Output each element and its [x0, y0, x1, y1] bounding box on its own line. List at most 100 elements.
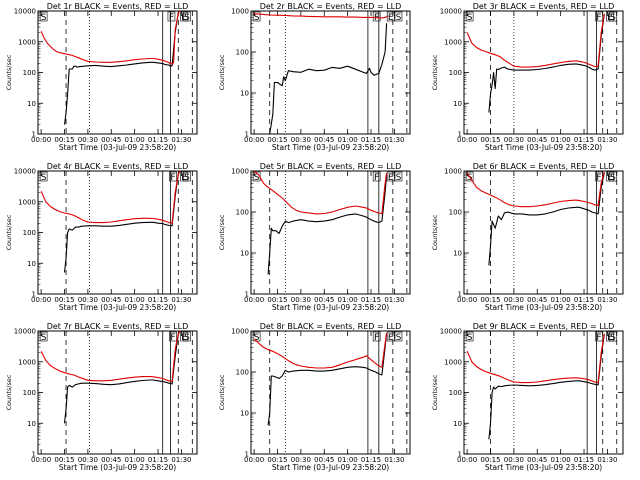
marker-label-2: F — [170, 173, 175, 183]
marker-S-4: S — [183, 171, 191, 183]
xtick-label-3: 00:30 — [291, 456, 311, 464]
chart-title: Det 7r BLACK = Events, RED = LLD — [47, 322, 189, 331]
ytick-label-2: 10 — [240, 410, 249, 418]
series-lld-line — [40, 171, 181, 224]
ytick-label-1: 1 — [32, 451, 36, 459]
xtick-label-7: 01:30 — [384, 296, 404, 304]
marker-label-4: S — [184, 13, 190, 23]
ytick-label-4: 1000 — [444, 38, 462, 46]
marker-F-2: F — [167, 11, 176, 23]
ytick-label-2: 10 — [453, 250, 462, 258]
event-lines — [269, 331, 408, 454]
series-group — [466, 13, 605, 113]
marker-label-4: S — [184, 333, 190, 343]
ytick-label-3: 100 — [23, 69, 36, 77]
series-events-line — [267, 332, 388, 426]
xtick-label-3: 00:30 — [504, 456, 524, 464]
chart-background — [0, 160, 213, 320]
plot-frame — [250, 10, 411, 135]
xtick-label-3: 00:30 — [78, 296, 98, 304]
marker-label-1: S — [41, 173, 47, 183]
marker-S-4: S — [609, 171, 617, 183]
chart-background — [426, 160, 639, 320]
x-axis-label: Start Time (03-Jul-09 23:58:20) — [59, 143, 176, 152]
series-events-line — [488, 13, 605, 113]
ytick-label-3: 100 — [23, 389, 36, 397]
ytick-label-3: 100 — [449, 69, 462, 77]
series-events-line — [488, 333, 605, 440]
ytick-label-2: 10 — [453, 100, 462, 108]
marker-label-4: S — [396, 173, 402, 183]
marker-label-3: E — [181, 173, 187, 183]
xtick-label-1: 00:00 — [457, 296, 477, 304]
chart-title: Det 8r BLACK = Events, RED = LLD — [260, 322, 402, 331]
marker-label-4: S — [610, 333, 616, 343]
y-axis-label: Counts/sec — [431, 214, 439, 250]
xtick-label-6: 01:15 — [361, 296, 381, 304]
ytick-label-3: 100 — [449, 389, 462, 397]
marker-S-4: S — [394, 331, 403, 343]
marker-label-4: S — [396, 333, 402, 343]
marker-label-4: S — [396, 13, 402, 23]
xtick-label-5: 01:00 — [125, 456, 145, 464]
marker-label-1: S — [254, 333, 260, 343]
y-axis-label: Counts/sec — [218, 54, 226, 90]
xtick-label-6: 01:15 — [574, 456, 594, 464]
xtick-label-3: 00:30 — [291, 296, 311, 304]
ytick-label-4: 1000 — [18, 198, 36, 206]
xtick-label-4: 00:45 — [101, 456, 121, 464]
ytick-label-2: 10 — [240, 90, 249, 98]
x-axis-label: Start Time (03-Jul-09 23:58:20) — [272, 303, 389, 312]
xtick-label-2: 00:15 — [267, 456, 287, 464]
series-lld-line — [40, 331, 181, 382]
plot-frame — [463, 170, 624, 295]
xtick-label-3: 00:30 — [291, 136, 311, 144]
chart-title: Det 6r BLACK = Events, RED = LLD — [473, 162, 615, 171]
ytick-label-5: 10000 — [440, 8, 462, 16]
series-lld-line — [466, 171, 605, 208]
xtick-label-6: 01:15 — [574, 296, 594, 304]
marker-label-1: S — [41, 333, 47, 343]
xtick-label-7: 01:30 — [384, 136, 404, 144]
series-group — [40, 11, 181, 125]
marker-F-2: F — [595, 331, 603, 343]
ytick-label-4: 1000 — [444, 168, 462, 176]
x-axis-label: Start Time (03-Jul-09 23:58:20) — [485, 303, 602, 312]
series-lld-line — [466, 13, 605, 68]
xtick-label-1: 00:00 — [244, 296, 264, 304]
xtick-label-7: 01:30 — [171, 456, 191, 464]
ytick-label-1: 1 — [245, 291, 249, 299]
xtick-label-6: 01:15 — [361, 456, 381, 464]
marker-label-3: E — [181, 333, 187, 343]
marker-F-2: F — [372, 171, 381, 183]
y-axis-label: Counts/sec — [218, 214, 226, 250]
marker-label-1: S — [41, 13, 47, 23]
ytick-label-3: 100 — [23, 229, 36, 237]
xtick-label-5: 01:00 — [125, 136, 145, 144]
series-lld-line — [253, 332, 388, 369]
marker-label-3: E — [388, 173, 394, 183]
ytick-label-1: 1 — [458, 451, 462, 459]
marker-S-4: S — [183, 11, 191, 23]
xtick-label-3: 00:30 — [504, 296, 524, 304]
ytick-label-2: 10 — [27, 420, 36, 428]
series-events-line — [63, 331, 181, 424]
chart-title: Det 3r BLACK = Events, RED = LLD — [473, 2, 615, 11]
ytick-label-4: 1000 — [444, 358, 462, 366]
marker-label-1: S — [254, 13, 260, 23]
marker-E-3: E — [386, 331, 395, 343]
ytick-label-2: 10 — [240, 250, 249, 258]
ytick-label-4: 1000 — [18, 38, 36, 46]
ytick-label-1: 1 — [458, 131, 462, 139]
xtick-label-2: 00:15 — [480, 296, 500, 304]
marker-S-1: S — [252, 11, 261, 23]
xtick-label-7: 01:30 — [384, 456, 404, 464]
chart-title: Det 2r BLACK = Events, RED = LLD — [260, 2, 402, 11]
marker-label-1: S — [467, 333, 473, 343]
xtick-label-5: 01:00 — [551, 456, 571, 464]
xtick-label-2: 00:15 — [267, 296, 287, 304]
